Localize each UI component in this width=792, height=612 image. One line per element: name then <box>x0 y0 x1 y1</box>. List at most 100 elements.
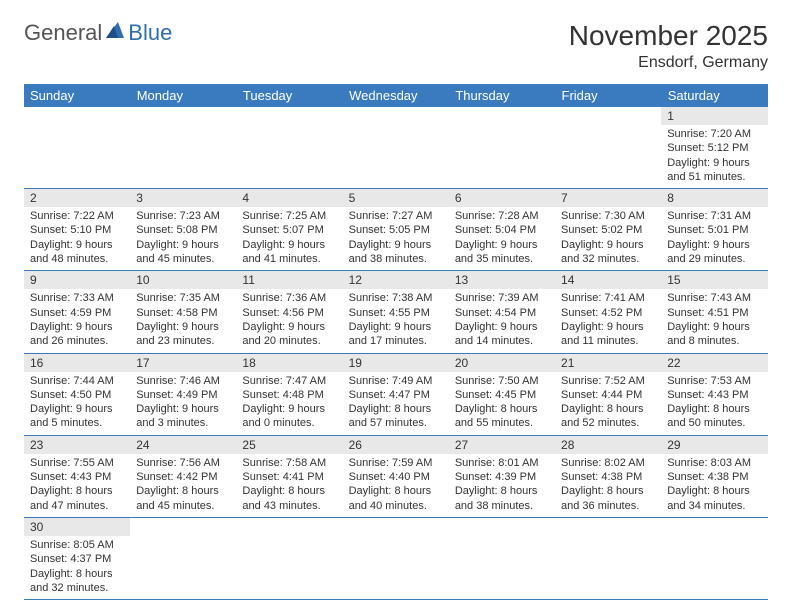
sunset-text: Sunset: 4:38 PM <box>561 470 655 484</box>
sunrise-text: Sunrise: 7:44 AM <box>30 374 124 388</box>
day-number: 5 <box>343 189 449 208</box>
day-cell: Sunrise: 7:36 AMSunset: 4:56 PMDaylight:… <box>236 289 342 353</box>
day-cell: Sunrise: 7:22 AMSunset: 5:10 PMDaylight:… <box>24 207 130 271</box>
daylight-text: Daylight: 8 hours <box>455 484 549 498</box>
daylight-text: and 17 minutes. <box>349 334 443 348</box>
daynum-row: 9101112131415 <box>24 271 768 290</box>
day-cell: Sunrise: 7:28 AMSunset: 5:04 PMDaylight:… <box>449 207 555 271</box>
day-header: Friday <box>555 84 661 107</box>
day-number <box>661 517 767 536</box>
sunset-text: Sunset: 5:07 PM <box>242 223 336 237</box>
day-cell <box>343 536 449 600</box>
sunrise-text: Sunrise: 7:36 AM <box>242 291 336 305</box>
daylight-text: Daylight: 9 hours <box>455 320 549 334</box>
sunrise-text: Sunrise: 7:55 AM <box>30 456 124 470</box>
sunset-text: Sunset: 4:45 PM <box>455 388 549 402</box>
sunset-text: Sunset: 4:50 PM <box>30 388 124 402</box>
sail-icon <box>104 20 126 46</box>
day-number: 30 <box>24 517 130 536</box>
sunset-text: Sunset: 4:38 PM <box>667 470 761 484</box>
daylight-text: Daylight: 9 hours <box>667 320 761 334</box>
daylight-text: and 36 minutes. <box>561 499 655 513</box>
daylight-text: and 26 minutes. <box>30 334 124 348</box>
day-number: 26 <box>343 435 449 454</box>
day-header: Monday <box>130 84 236 107</box>
sunrise-text: Sunrise: 7:41 AM <box>561 291 655 305</box>
day-cell <box>236 536 342 600</box>
sunrise-text: Sunrise: 7:25 AM <box>242 209 336 223</box>
sunset-text: Sunset: 4:47 PM <box>349 388 443 402</box>
daynum-row: 23242526272829 <box>24 435 768 454</box>
sunset-text: Sunset: 4:52 PM <box>561 306 655 320</box>
day-number: 18 <box>236 353 342 372</box>
sunrise-text: Sunrise: 7:56 AM <box>136 456 230 470</box>
sunrise-text: Sunrise: 7:46 AM <box>136 374 230 388</box>
daylight-text: Daylight: 8 hours <box>349 402 443 416</box>
daylight-text: Daylight: 9 hours <box>136 238 230 252</box>
day-number: 11 <box>236 271 342 290</box>
day-cell: Sunrise: 8:03 AMSunset: 4:38 PMDaylight:… <box>661 454 767 518</box>
sunset-text: Sunset: 4:43 PM <box>30 470 124 484</box>
daylight-text: and 57 minutes. <box>349 416 443 430</box>
sunset-text: Sunset: 4:41 PM <box>242 470 336 484</box>
day-cell: Sunrise: 7:55 AMSunset: 4:43 PMDaylight:… <box>24 454 130 518</box>
day-number <box>24 107 130 125</box>
day-number <box>449 107 555 125</box>
daylight-text: and 45 minutes. <box>136 499 230 513</box>
daylight-text: Daylight: 9 hours <box>242 320 336 334</box>
sunrise-text: Sunrise: 7:38 AM <box>349 291 443 305</box>
content-row: Sunrise: 7:20 AMSunset: 5:12 PMDaylight:… <box>24 125 768 189</box>
day-cell <box>449 536 555 600</box>
day-number: 25 <box>236 435 342 454</box>
daylight-text: and 47 minutes. <box>30 499 124 513</box>
day-number: 6 <box>449 189 555 208</box>
day-number <box>236 107 342 125</box>
day-number: 15 <box>661 271 767 290</box>
daylight-text: Daylight: 9 hours <box>30 320 124 334</box>
sunset-text: Sunset: 4:55 PM <box>349 306 443 320</box>
daylight-text: and 14 minutes. <box>455 334 549 348</box>
sunrise-text: Sunrise: 7:52 AM <box>561 374 655 388</box>
daylight-text: Daylight: 9 hours <box>349 320 443 334</box>
sunrise-text: Sunrise: 7:22 AM <box>30 209 124 223</box>
sunrise-text: Sunrise: 7:35 AM <box>136 291 230 305</box>
day-cell: Sunrise: 7:43 AMSunset: 4:51 PMDaylight:… <box>661 289 767 353</box>
day-cell: Sunrise: 8:02 AMSunset: 4:38 PMDaylight:… <box>555 454 661 518</box>
day-number <box>555 517 661 536</box>
daylight-text: Daylight: 9 hours <box>242 402 336 416</box>
day-number: 3 <box>130 189 236 208</box>
daylight-text: and 8 minutes. <box>667 334 761 348</box>
sunrise-text: Sunrise: 7:33 AM <box>30 291 124 305</box>
day-number: 29 <box>661 435 767 454</box>
content-row: Sunrise: 7:55 AMSunset: 4:43 PM Daylight:… <box>24 454 768 518</box>
sunrise-text: Sunrise: 8:01 AM <box>455 456 549 470</box>
day-cell: Sunrise: 7:49 AMSunset: 4:47 PMDaylight:… <box>343 372 449 436</box>
daylight-text: and 29 minutes. <box>667 252 761 266</box>
day-header: Sunday <box>24 84 130 107</box>
sunset-text: Sunset: 4:39 PM <box>455 470 549 484</box>
day-cell: Sunrise: 7:35 AMSunset: 4:58 PMDaylight:… <box>130 289 236 353</box>
sunset-text: Sunset: 5:05 PM <box>349 223 443 237</box>
day-cell <box>130 125 236 189</box>
sunset-text: Sunset: 4:37 PM <box>30 552 124 566</box>
day-header: Wednesday <box>343 84 449 107</box>
day-number <box>449 517 555 536</box>
day-number: 12 <box>343 271 449 290</box>
day-cell <box>343 125 449 189</box>
sunset-text: Sunset: 4:58 PM <box>136 306 230 320</box>
day-cell: Sunrise: 7:27 AMSunset: 5:05 PMDaylight:… <box>343 207 449 271</box>
daylight-text: and 0 minutes. <box>242 416 336 430</box>
day-number: 9 <box>24 271 130 290</box>
day-cell: Sunrise: 7:50 AMSunset: 4:45 PMDaylight:… <box>449 372 555 436</box>
day-number: 8 <box>661 189 767 208</box>
daylight-text: Daylight: 8 hours <box>455 402 549 416</box>
sunset-text: Sunset: 5:12 PM <box>667 141 761 155</box>
daylight-text: Daylight: 8 hours <box>667 484 761 498</box>
sunrise-text: Sunrise: 7:59 AM <box>349 456 443 470</box>
daylight-text: Daylight: 9 hours <box>136 320 230 334</box>
month-title: November 2025 <box>569 20 768 52</box>
sunrise-text: Sunrise: 7:30 AM <box>561 209 655 223</box>
daylight-text: Daylight: 9 hours <box>667 238 761 252</box>
sunset-text: Sunset: 5:02 PM <box>561 223 655 237</box>
daynum-row: 1 <box>24 107 768 125</box>
